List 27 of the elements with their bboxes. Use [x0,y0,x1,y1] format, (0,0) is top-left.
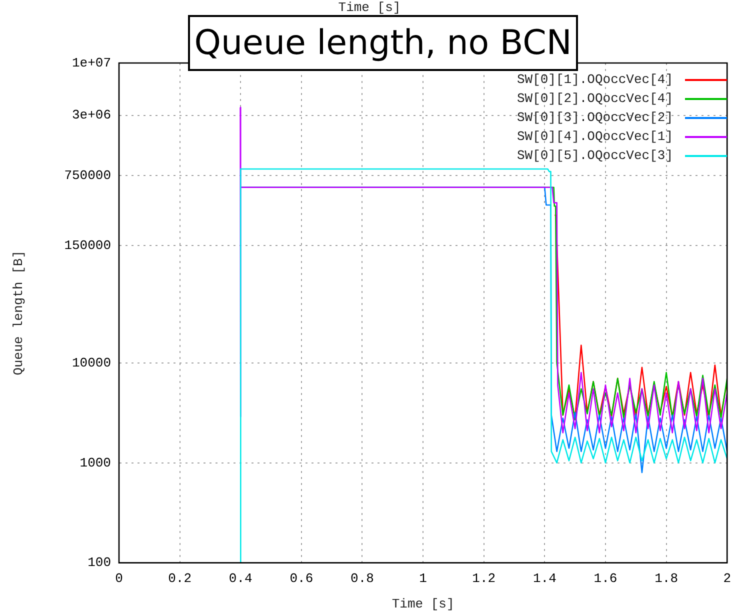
x-tick-label: 1 [419,571,428,586]
y-tick-label: 10000 [72,355,111,370]
x-axis-title: Time [s] [392,596,454,612]
x-tick-label: 0.8 [350,571,374,586]
y-tick-label: 1000 [80,455,111,470]
chart-title: Queue length, no BCN [188,15,578,71]
x-tick-label: 1.6 [594,571,618,586]
legend-label: SW[0][1].OQoccVec[4] [516,72,673,87]
x-tick-label: 2 [723,571,732,586]
y-tick-label: 100 [88,555,111,570]
legend-label: SW[0][5].OQoccVec[3] [516,148,673,163]
y-tick-label: 3e+06 [72,108,111,123]
x-tick-label: 0.2 [168,571,192,586]
y-axis-title: Queue length [B] [11,250,26,376]
legend-label: SW[0][4].OQoccVec[1] [516,129,673,144]
legend-label: SW[0][2].OQoccVec[4] [516,91,673,106]
legend-label: SW[0][3].OQoccVec[2] [516,110,673,125]
x-tick-label: 0 [115,571,123,586]
y-tick-label: 1e+07 [72,55,111,70]
x-tick-label: 0.4 [228,571,253,586]
x-tick-label: 1.2 [472,571,496,586]
x2-axis-title: Time [s] [337,0,402,15]
y-tick-label: 750000 [64,168,111,183]
x-tick-label: 0.6 [290,571,314,586]
y-tick-label: 150000 [64,238,111,253]
x-tick-label: 1.8 [654,571,678,586]
x-tick-label: 1.4 [532,571,557,586]
